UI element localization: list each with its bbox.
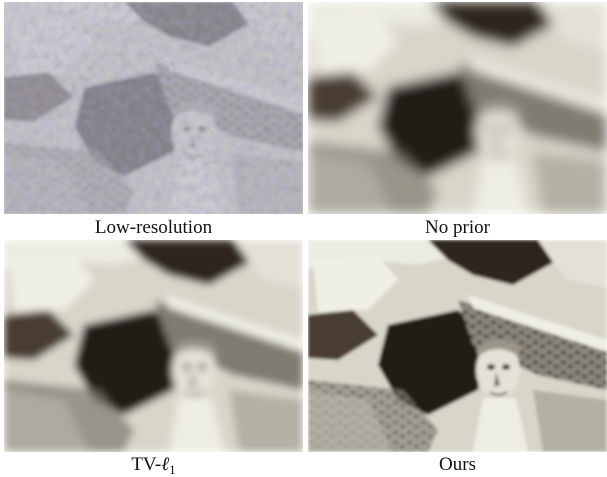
caption-tv-l1-main: TV- bbox=[131, 454, 162, 475]
caption-tv-l1-subscript: 1 bbox=[169, 462, 176, 477]
ours-image bbox=[308, 240, 607, 452]
no-prior-image bbox=[308, 2, 607, 214]
tv-l1-image bbox=[4, 240, 303, 452]
caption-no-prior: No prior bbox=[425, 217, 490, 238]
caption-ours: Ours bbox=[439, 454, 476, 475]
caption-tv-l1-symbol: ℓ bbox=[161, 454, 170, 475]
caption-low-resolution: Low-resolution bbox=[94, 217, 213, 238]
low-resolution-image bbox=[4, 2, 303, 214]
caption-tv-l1: TV-ℓ1 bbox=[4, 454, 303, 477]
